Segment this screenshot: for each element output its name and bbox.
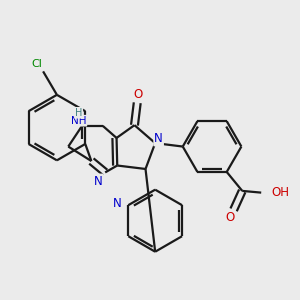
Text: N: N	[94, 175, 103, 188]
Text: N: N	[113, 197, 122, 210]
Text: OH: OH	[272, 186, 290, 199]
Text: N: N	[154, 133, 163, 146]
Text: Cl: Cl	[32, 59, 42, 69]
Text: O: O	[133, 88, 142, 100]
Text: NH: NH	[71, 116, 86, 126]
Text: O: O	[226, 211, 235, 224]
Text: H: H	[75, 108, 82, 118]
